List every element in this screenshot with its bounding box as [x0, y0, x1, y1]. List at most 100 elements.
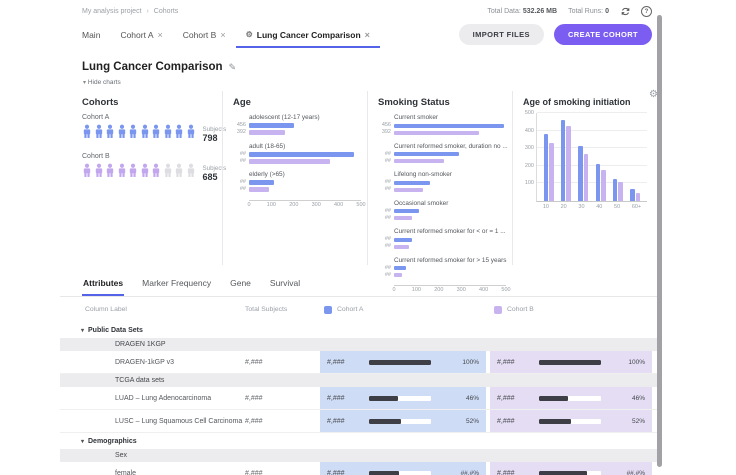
cohort-pictogram: [82, 124, 196, 144]
tab-attributes[interactable]: Attributes: [82, 273, 124, 296]
cell-percentage: 100%: [601, 359, 645, 366]
person-icon: [151, 163, 161, 183]
cell-percentage: 52%: [431, 418, 479, 425]
bar-group: Current smoker456392: [378, 114, 508, 136]
column-label-header: Column Label: [60, 306, 237, 313]
bar-group: [596, 164, 606, 201]
percentage-bar-fill: [539, 360, 601, 365]
attribute-tabs: Attributes Marker Frequency Gene Survival: [60, 273, 660, 297]
create-cohort-button[interactable]: CREATE COHORT: [554, 24, 652, 45]
bar-row: 392: [378, 130, 508, 136]
smoking-status-chart-panel: Smoking Status Current smoker456392Curre…: [367, 91, 512, 265]
axis-tick-label: 300: [525, 145, 534, 151]
cohort-a-cell: #,#####.#%: [320, 462, 486, 475]
axis-tick-label: 10: [543, 204, 549, 210]
table-section-row[interactable]: ▾Demographics: [60, 433, 660, 449]
cell-value: #,###: [327, 418, 369, 425]
close-icon[interactable]: ×: [220, 31, 225, 40]
cohort-pictogram: [82, 163, 196, 183]
axis-tick-label: 200: [434, 287, 443, 293]
category-label: Lifelong non-smoker: [394, 171, 508, 178]
bar-group: elderly (>65)####: [233, 171, 363, 193]
category-label: Current reformed smoker, duration no ...: [394, 143, 508, 150]
bar-cohort-a: [394, 181, 430, 185]
cell-value: #,###: [497, 359, 539, 366]
bar-group: Current reformed smoker for > 15 years##…: [378, 257, 508, 279]
age-chart-panel: Age adolescent (12-17 years)456392adult …: [222, 91, 367, 265]
axis-tick-label: 0: [392, 287, 395, 293]
cohort-a-cell: #,###46%: [320, 387, 486, 409]
close-icon[interactable]: ×: [158, 31, 163, 40]
tab-gene[interactable]: Gene: [229, 273, 252, 296]
tab-marker-frequency[interactable]: Marker Frequency: [141, 273, 212, 296]
bar-cohort-a: [630, 189, 635, 201]
person-icon: [94, 124, 104, 144]
cohort-block-a: Cohort ASubjects798: [82, 114, 218, 144]
cohort-a-legend-label: Cohort A: [337, 306, 363, 313]
topbar-status: Total Data:532.26 MB Total Runs:0 ?: [487, 6, 652, 17]
axis-tick-label: 20: [561, 204, 567, 210]
hide-charts-label: Hide charts: [88, 79, 121, 86]
total-subjects-value: #,###: [237, 359, 320, 366]
bar-cohort-a: [578, 146, 583, 201]
y-axis: 100200300400500: [523, 113, 536, 201]
person-icon: [117, 124, 127, 144]
axis-tick-label: 400: [479, 287, 488, 293]
person-icon: [82, 163, 92, 183]
close-icon[interactable]: ×: [365, 31, 370, 40]
cohort-a-cell: #,###100%: [320, 351, 486, 373]
help-icon[interactable]: ?: [641, 6, 652, 17]
person-icon: [174, 124, 184, 144]
top-bar: My analysis project › Cohorts Total Data…: [60, 0, 660, 17]
tab-lung-cancer-comparison[interactable]: ⚙Lung Cancer Comparison×: [236, 26, 380, 48]
cohort-b-cell: #,#####.#%: [490, 462, 652, 475]
person-icon: [186, 124, 196, 144]
bar-row: 456: [233, 123, 363, 129]
bar-value-label: 392: [233, 130, 246, 136]
bar-value-label: ##: [233, 187, 246, 193]
bar-cohort-a: [249, 180, 274, 185]
hide-charts-toggle[interactable]: ▾ Hide charts: [60, 73, 660, 86]
bar-cohort-b: [394, 159, 444, 163]
cohort-a-header: Cohort A: [320, 306, 486, 314]
section-label: Public Data Sets: [88, 327, 143, 334]
refresh-icon[interactable]: [620, 7, 630, 17]
table-row[interactable]: female#,####,#####.#%#,#####.#%: [60, 462, 660, 475]
tab-cohort-b[interactable]: Cohort B×: [173, 26, 236, 48]
bar-value-label: ##: [378, 180, 391, 186]
cohort-name-label: Cohort B: [82, 153, 218, 160]
vertical-scrollbar[interactable]: [657, 15, 662, 467]
row-label: LUAD – Lung Adenocarcinoma: [60, 395, 237, 402]
cohort-body: Subjects685: [82, 163, 218, 183]
table-row[interactable]: LUAD – Lung Adenocarcinoma#,####,###46%#…: [60, 387, 660, 410]
bar-value-label: ##: [378, 209, 391, 215]
bar-row: ##: [233, 180, 363, 186]
subsection-label: DRAGEN 1KGP: [60, 341, 237, 348]
breadcrumb: My analysis project › Cohorts: [82, 8, 178, 15]
table-row[interactable]: LUSC – Lung Squamous Cell Carcinoma#,###…: [60, 410, 660, 433]
bar-row: ##: [233, 187, 363, 193]
bar-cohort-a: [394, 209, 419, 213]
breadcrumb-cohorts-link[interactable]: Cohorts: [154, 8, 179, 15]
axis-tick-label: 500: [356, 202, 365, 208]
percentage-bar-track: [539, 471, 601, 475]
person-icon: [174, 163, 184, 183]
breadcrumb-project-link[interactable]: My analysis project: [82, 8, 142, 15]
table-section-row[interactable]: ▾Public Data Sets: [60, 322, 660, 338]
percentage-bar-track: [369, 360, 431, 365]
import-files-button[interactable]: IMPORT FILES: [459, 24, 544, 45]
category-label: adolescent (12-17 years): [249, 114, 363, 121]
bar-cohort-a: [249, 123, 294, 128]
tab-cohort-a[interactable]: Cohort A×: [110, 26, 172, 48]
cohort-block-b: Cohort B Subjects685: [82, 153, 218, 183]
total-subjects-value: #,###: [237, 418, 320, 425]
subsection-label: TCGA data sets: [60, 377, 237, 384]
row-label: LUSC – Lung Squamous Cell Carcinoma: [60, 418, 237, 425]
tab-main[interactable]: Main: [72, 26, 110, 48]
table-row[interactable]: DRAGEN-1kGP v3#,####,###100%#,###100%: [60, 351, 660, 374]
cohort-b-cell: #,###46%: [490, 387, 652, 409]
edit-title-icon[interactable]: ✎: [229, 62, 237, 73]
tab-survival[interactable]: Survival: [269, 273, 301, 296]
bar-value-label: ##: [233, 152, 246, 158]
percentage-bar-track: [539, 396, 601, 401]
